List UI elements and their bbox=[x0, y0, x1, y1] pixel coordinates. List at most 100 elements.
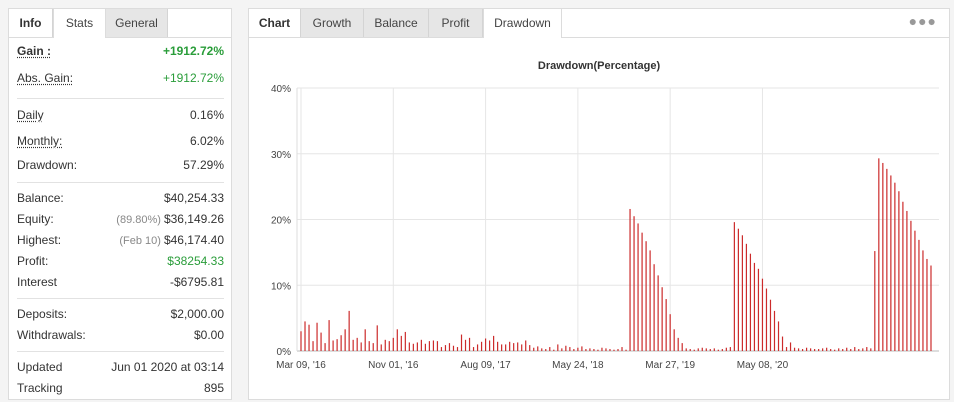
drawdown-bar bbox=[637, 223, 639, 351]
highest-date: (Feb 10) bbox=[119, 235, 161, 247]
drawdown-bar bbox=[312, 341, 314, 351]
chart-tab-bar: Chart Growth Balance Profit Drawdown ●●● bbox=[249, 9, 949, 38]
drawdown-bar bbox=[565, 345, 567, 351]
y-tick-label: 0% bbox=[277, 347, 292, 358]
drawdown-bar bbox=[316, 322, 318, 351]
tracking-label: Tracking bbox=[17, 381, 63, 395]
drawdown-bar bbox=[400, 335, 402, 351]
drawdown-bar bbox=[424, 343, 426, 351]
drawdown-bar bbox=[818, 349, 820, 351]
drawdown-bar bbox=[737, 228, 739, 351]
drawdown-bar bbox=[701, 347, 703, 351]
tab-info[interactable]: Info bbox=[9, 9, 53, 37]
balance-label: Balance: bbox=[17, 191, 64, 205]
equity-label: Equity: bbox=[17, 212, 54, 226]
drawdown-bar bbox=[805, 347, 808, 351]
drawdown-bar bbox=[521, 344, 523, 351]
tab-stats[interactable]: Stats bbox=[53, 9, 106, 38]
drawdown-bar bbox=[404, 331, 406, 351]
tab-profit[interactable]: Profit bbox=[429, 9, 483, 37]
drawdown-bar bbox=[918, 239, 920, 351]
drawdown-bar bbox=[733, 222, 735, 351]
drawdown-bar bbox=[480, 341, 483, 351]
drawdown-bar bbox=[757, 268, 760, 351]
drawdown-bar bbox=[432, 340, 435, 351]
drawdown-bar bbox=[673, 329, 675, 351]
drawdown-bar bbox=[745, 243, 748, 351]
stat-profit: Profit: $38254.33 bbox=[17, 251, 224, 271]
drawdown-bar bbox=[412, 343, 414, 351]
x-tick-label: May 08, '20 bbox=[737, 360, 789, 371]
divider bbox=[17, 98, 224, 99]
more-dots-icon[interactable]: ●●● bbox=[908, 13, 937, 29]
drawdown-bar bbox=[749, 253, 752, 351]
drawdown-bar bbox=[842, 349, 844, 351]
stat-interest: Interest -$6795.81 bbox=[17, 272, 224, 292]
stat-gain: Gain : +1912.72% bbox=[17, 41, 224, 61]
drawdown-bar bbox=[328, 320, 330, 351]
drawdown-bar bbox=[609, 349, 611, 351]
drawdown-bar bbox=[874, 251, 876, 351]
drawdown-bar bbox=[356, 337, 358, 351]
drawdown-bar bbox=[649, 250, 651, 351]
drawdown-bar bbox=[858, 349, 860, 351]
y-axis: 0% 10% 20% 30% 40% bbox=[271, 84, 291, 358]
gain-label[interactable]: Gain : bbox=[17, 44, 52, 58]
drawdown-bar bbox=[894, 182, 896, 351]
drawdown-bar bbox=[665, 299, 667, 351]
x-tick-label: Mar 27, '19 bbox=[645, 360, 695, 371]
drawdown-bar bbox=[830, 349, 832, 351]
drawdown-bar bbox=[408, 342, 410, 351]
drawdown-bar bbox=[517, 342, 519, 351]
y-tick-label: 20% bbox=[271, 216, 291, 227]
stat-abs-gain: Abs. Gain: +1912.72% bbox=[17, 68, 224, 88]
drawdown-bar bbox=[685, 348, 687, 351]
drawdown-bar bbox=[468, 337, 471, 351]
drawdown-bar bbox=[781, 336, 784, 351]
drawdown-bar bbox=[617, 349, 619, 351]
tab-chart[interactable]: Chart bbox=[249, 9, 301, 37]
drawdown-bar bbox=[376, 325, 378, 351]
drawdown-bar bbox=[826, 347, 828, 351]
drawdown-bar bbox=[625, 349, 627, 351]
tab-balance[interactable]: Balance bbox=[364, 9, 429, 37]
drawdown-bar bbox=[300, 331, 302, 351]
drawdown-bar bbox=[456, 347, 459, 351]
tab-general[interactable]: General bbox=[106, 9, 168, 37]
stat-drawdown: Drawdown: 57.29% bbox=[17, 155, 224, 175]
drawdown-bar bbox=[785, 347, 788, 351]
drawdown-bar bbox=[801, 349, 804, 351]
drawdown-bar bbox=[428, 341, 431, 351]
drawdown-bar bbox=[509, 341, 511, 351]
stat-updated: Updated Jun 01 2020 at 03:14 bbox=[17, 357, 224, 377]
drawdown-bar bbox=[729, 347, 731, 351]
drawdown-bar bbox=[898, 191, 900, 351]
drawdown-bar bbox=[577, 347, 579, 351]
drawdown-bar bbox=[641, 232, 643, 351]
drawdown-bar bbox=[488, 340, 491, 351]
drawdown-bar bbox=[304, 321, 306, 351]
profit-value: $38254.33 bbox=[167, 254, 224, 268]
drawdown-bar bbox=[541, 348, 543, 351]
stat-highest: Highest: (Feb 10) $46,174.40 bbox=[17, 230, 224, 250]
tab-growth[interactable]: Growth bbox=[301, 9, 364, 37]
tab-drawdown[interactable]: Drawdown bbox=[483, 9, 562, 38]
stat-monthly: Monthly: 6.02% bbox=[17, 131, 224, 151]
equity-percent: (89.80%) bbox=[116, 214, 161, 226]
drawdown-bar bbox=[773, 310, 776, 351]
drawdown-bar bbox=[436, 341, 439, 351]
highest-value-wrap: (Feb 10) $46,174.40 bbox=[119, 230, 224, 251]
drawdown-bar bbox=[352, 339, 354, 351]
drawdown-bar bbox=[444, 345, 447, 351]
abs-gain-label[interactable]: Abs. Gain: bbox=[17, 71, 74, 85]
monthly-label[interactable]: Monthly: bbox=[17, 134, 63, 148]
daily-label[interactable]: Daily bbox=[17, 108, 44, 122]
drawdown-bar bbox=[448, 343, 451, 351]
drawdown-bar bbox=[645, 241, 647, 351]
drawdown-bar bbox=[765, 288, 768, 351]
drawdown-bar bbox=[846, 347, 848, 351]
drawdown-bar bbox=[866, 347, 868, 351]
drawdown-bar bbox=[525, 340, 527, 351]
drawdown-bar bbox=[878, 158, 880, 351]
drawdown-bar bbox=[476, 344, 479, 351]
